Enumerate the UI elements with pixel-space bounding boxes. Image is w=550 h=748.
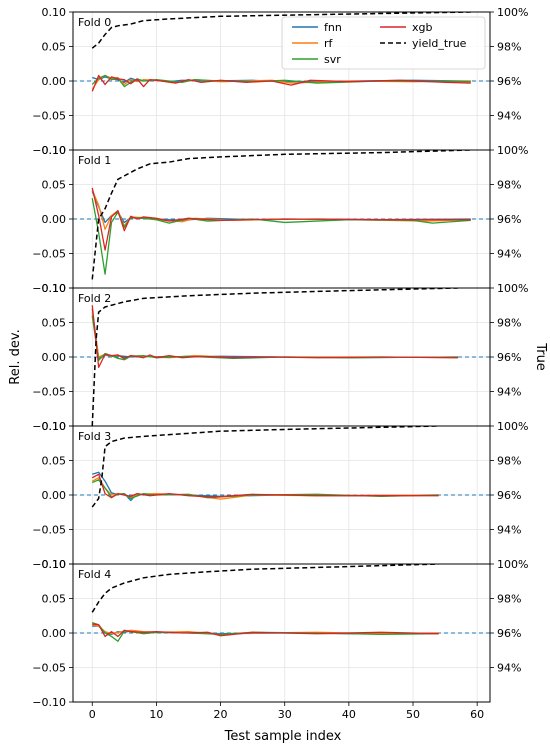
panel-4: 0.10 0.05 0.00 −0.05 −0.10 100% 98% 96% 94% Fold …: [32, 558, 528, 709]
y-tick-label-left: 0.10: [42, 282, 67, 295]
legend-label-svr: svr: [324, 53, 341, 66]
panel-3: 0.10 0.05 0.00 −0.05 −0.10 100% 98% 96% 94% Fold …: [32, 420, 528, 571]
y-tick-label-left: −0.05: [32, 386, 66, 399]
plot-area: [73, 426, 490, 508]
y-tick-label-right: 96%: [497, 627, 521, 640]
y-tick-label-left: 0.00: [42, 213, 67, 226]
x-axis-label: Test sample index: [224, 729, 342, 744]
y-tick-label-right: 98%: [497, 179, 521, 192]
plot-area: [73, 288, 490, 426]
series-yield-true: [91, 12, 471, 49]
series-xgb: [91, 473, 439, 499]
y-tick-label-right: 98%: [497, 455, 521, 468]
y-tick-label-right: 94%: [497, 248, 521, 261]
series-rf: [91, 312, 458, 360]
x-tick-label: 30: [278, 708, 292, 721]
panel-1: 0.10 0.05 0.00 −0.05 −0.10 100% 98% 96% 94% Fold …: [32, 144, 528, 295]
panel-title: Fold 1: [78, 154, 111, 167]
y-tick-label-right: 98%: [497, 317, 521, 330]
y-tick-label-right: 94%: [497, 524, 521, 537]
y-axis-label-right: True: [533, 342, 548, 371]
y-tick-label-left: −0.05: [32, 524, 66, 537]
plot-area: [73, 12, 490, 92]
y-tick-label-left: 0.00: [42, 75, 67, 88]
y-tick-label-left: −0.05: [32, 662, 66, 675]
series-yield-true: [91, 150, 471, 280]
y-tick-label-right: 96%: [497, 75, 521, 88]
legend-label-rf: rf: [324, 37, 334, 50]
series-yield-true: [91, 564, 439, 613]
y-tick-label-left: 0.05: [42, 317, 67, 330]
y-tick-label-right: 100%: [497, 558, 528, 571]
y-axis-label-left: Rel. dev.: [8, 329, 23, 384]
series-xgb: [91, 74, 471, 92]
x-tick-label: 50: [406, 708, 420, 721]
y-tick-label-left: 0.10: [42, 6, 67, 19]
y-tick-label-left: 0.05: [42, 593, 67, 606]
x-tick-label: 10: [149, 708, 163, 721]
y-tick-label-right: 98%: [497, 41, 521, 54]
panel-title: Fold 2: [78, 292, 111, 305]
y-tick-label-right: 100%: [497, 144, 528, 157]
y-tick-label-left: −0.10: [32, 282, 66, 295]
series-yield-true: [91, 288, 458, 426]
x-tick-label: 0: [89, 708, 96, 721]
series-yield-true: [91, 426, 439, 508]
y-tick-label-left: 0.05: [42, 41, 67, 54]
legend: fnn rf svr xgb yield_true: [281, 16, 486, 70]
series-fnn: [91, 308, 458, 360]
y-tick-label-right: 100%: [497, 420, 528, 433]
x-tick-label: 60: [470, 708, 484, 721]
y-tick-label-right: 94%: [497, 386, 521, 399]
plot-area: [73, 564, 490, 642]
y-tick-label-left: −0.10: [32, 144, 66, 157]
panel-title: Fold 3: [78, 430, 111, 443]
y-tick-label-right: 98%: [497, 593, 521, 606]
y-tick-label-left: 0.05: [42, 179, 67, 192]
y-tick-label-left: 0.00: [42, 627, 67, 640]
legend-label-xgb: xgb: [412, 21, 432, 34]
legend-label-yield-true: yield_true: [412, 37, 467, 50]
y-tick-label-left: −0.05: [32, 110, 66, 123]
y-tick-label-left: −0.10: [32, 420, 66, 433]
y-tick-label-left: 0.10: [42, 420, 67, 433]
panel-2: 0.10 0.05 0.00 −0.05 −0.10 100% 98% 96% 94% Fold …: [32, 282, 528, 433]
panels: 0.10 0.05 0.00 −0.05 −0.10 100% 98% 96% 94% Fold …: [32, 6, 528, 709]
y-tick-label-right: 96%: [497, 351, 521, 364]
series-xgb: [92, 623, 439, 638]
y-tick-label-left: 0.00: [42, 489, 67, 502]
legend-label-fnn: fnn: [324, 21, 342, 34]
y-tick-label-right: 96%: [497, 489, 521, 502]
series-rf: [91, 74, 471, 90]
series-xgb: [91, 187, 471, 251]
x-tick-label: 20: [214, 708, 228, 721]
plot-area: [73, 150, 490, 280]
y-tick-label-right: 100%: [497, 6, 528, 19]
y-tick-label-right: 94%: [497, 662, 521, 675]
y-tick-label-right: 94%: [497, 110, 521, 123]
panel-title: Fold 4: [78, 568, 111, 581]
y-tick-label-left: 0.00: [42, 351, 67, 364]
series-svr: [91, 479, 439, 500]
x-axis: 0 10 20 30 40 50 60: [89, 702, 484, 721]
series-rf: [91, 189, 471, 231]
series-xgb: [91, 305, 458, 369]
panel-frame: [72, 563, 491, 703]
y-tick-label-left: 0.05: [42, 455, 67, 468]
y-tick-label-left: −0.10: [32, 558, 66, 571]
y-tick-label-left: −0.10: [32, 696, 66, 709]
panel-title: Fold 0: [78, 16, 111, 29]
y-tick-label-right: 96%: [497, 213, 521, 226]
y-tick-label-left: 0.10: [42, 144, 67, 157]
y-tick-label-left: 0.10: [42, 558, 67, 571]
series-svr: [91, 198, 471, 275]
y-tick-label-left: −0.05: [32, 248, 66, 261]
x-tick-label: 40: [342, 708, 356, 721]
y-tick-label-right: 100%: [497, 282, 528, 295]
